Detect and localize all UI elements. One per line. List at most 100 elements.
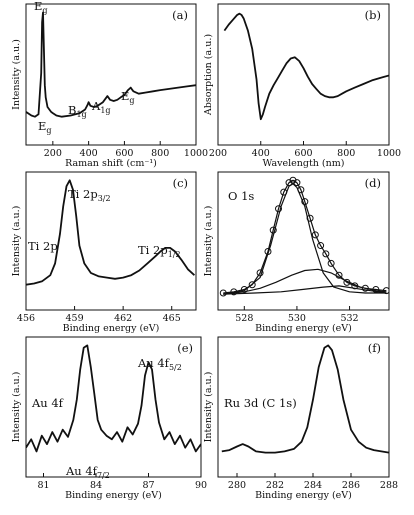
x-tick-label-e: 87 [142,480,154,491]
x-axis-label-b: Wavelength (nm) [263,158,345,169]
x-tick-label-d: 528 [235,313,253,324]
series-line-a-0 [26,11,196,118]
panel-a: 200 400 600 800 1000 Raman shift (cm⁻¹) Intens… [11,0,208,169]
series-line-f-0 [221,344,389,454]
x-tick-label-c: 465 [163,313,181,324]
plot-frame-e [25,336,202,478]
peak-label-d: O 1s [228,189,254,203]
x-tick-label-a: 800 [151,148,169,159]
y-axis-label-f: Intensity (a.u.) [203,372,214,443]
x-tick-label-b: 400 [252,148,270,159]
data-group-f [221,344,389,454]
x-tick-label-f: 282 [266,480,284,491]
series-line-d-2 [223,183,387,295]
peak-label-e-sub: 5/2 [169,363,182,372]
peak-label-a: B1g [68,103,87,119]
peak-label-e-base: Au 4f [65,464,98,478]
peak-label-e: Au 4f5/2 [137,356,182,372]
peak-label-c: Ti 2p3/2 [68,187,111,203]
x-axis-label-f: Binding energy (eV) [255,490,352,501]
data-point-d [301,198,309,206]
data-point-d [275,205,283,213]
x-tick-label-b: 600 [294,148,312,159]
data-point-d [248,281,256,289]
x-axis-label-a: Raman shift (cm⁻¹) [65,158,157,169]
plot-frame-d [217,171,390,311]
data-point-d [311,231,319,239]
data-point-d [317,242,325,250]
peak-label-c-sub: 1/2 [168,250,181,259]
peak-label-a-sub: g [46,126,51,135]
peak-label-f-base: Ru 3d (C 1s) [224,396,297,410]
x-tick-label-a: 200 [44,148,62,159]
x-tick-label-f: 280 [228,480,246,491]
panel-label-b: (b) [365,8,381,22]
plot-frame-b [217,3,390,146]
x-axis-label-d: Binding energy (eV) [255,323,352,334]
peak-label-a-sub: 1g [100,106,110,115]
panel-f: 280 282 284 286 288 Binding energy (eV) Intens… [203,336,398,501]
x-tick-label-f: 286 [342,480,360,491]
x-tick-label-c: 459 [66,313,84,324]
x-axis-label-c: Binding energy (eV) [63,323,160,334]
x-tick-label-d: 530 [288,313,306,324]
peak-label-c-base: Ti 2p [138,243,168,257]
y-axis-label-d: Intensity (a.u.) [203,206,214,277]
data-point-d [293,179,301,187]
peak-label-c-base: Ti 2p [68,187,98,201]
x-tick-label-a: 600 [115,148,133,159]
peak-label-f: Ru 3d (C 1s) [224,396,297,410]
x-tick-label-f: 288 [380,480,398,491]
panel-e: 81 84 87 90 Binding energy (eV) Intensity (a.… [11,336,207,501]
x-tick-label-d: 532 [340,313,358,324]
peak-label-a-base: E [38,119,46,133]
series-line-d-1 [223,179,387,294]
peak-label-a-base: B [68,103,76,117]
peak-label-a-sub: g [129,96,134,105]
plot-frame-c [25,171,197,311]
panel-label-c: (c) [173,176,188,190]
x-axis-label-e: Binding energy (eV) [65,490,162,501]
peak-label-a: Eg [38,119,52,135]
peak-label-a: Eg [121,89,135,105]
x-tick-label-c: 462 [114,313,132,324]
peak-label-e-sub: 7/2 [97,471,110,480]
peak-label-a-base: E [34,0,42,13]
series-line-d-3 [223,268,387,295]
x-tick-label-c: 456 [17,313,35,324]
data-group-e [26,344,201,453]
panel-label-e: (e) [177,341,193,355]
peak-label-c: Ti 2p [28,239,58,253]
data-point-d [240,285,248,293]
data-point-d [327,259,335,267]
y-axis-label-b: Absorption (a.u.) [203,34,214,116]
data-group-a [26,11,196,118]
panel-label-f: (f) [368,341,381,355]
y-axis-label-c: Intensity (a.u.) [11,206,22,277]
series-line-b-0 [223,12,389,121]
peak-label-e: Au 4f7/2 [65,464,110,480]
x-tick-label-a: 1000 [184,148,208,159]
peak-label-d-base: O 1s [228,189,254,203]
panel-label-a: (a) [172,8,188,22]
peak-label-e-base: Au 4f [31,396,64,410]
peak-label-e-base: Au 4f [137,356,170,370]
series-line-c-0 [26,179,196,286]
peak-label-a-base: E [121,89,129,103]
peak-label-a: A1g [91,99,111,115]
panel-b: 200 400 600 800 1000 Wavelength (nm) Absorptio… [203,3,401,169]
x-tick-label-b: 200 [209,148,227,159]
data-group-b [223,12,389,121]
peak-label-a-base: A [91,99,101,113]
x-tick-label-b: 1000 [377,148,401,159]
panel-label-d: (d) [365,176,381,190]
x-tick-label-e: 90 [195,480,207,491]
peak-label-c-sub: 3/2 [98,194,111,203]
peak-label-c: Ti 2p1/2 [138,243,181,259]
peak-label-c-base: Ti 2p [28,239,58,253]
y-axis-label-a: Intensity (a.u.) [11,39,22,110]
data-group-d [219,176,389,297]
peak-label-a-sub: 1g [76,110,86,119]
